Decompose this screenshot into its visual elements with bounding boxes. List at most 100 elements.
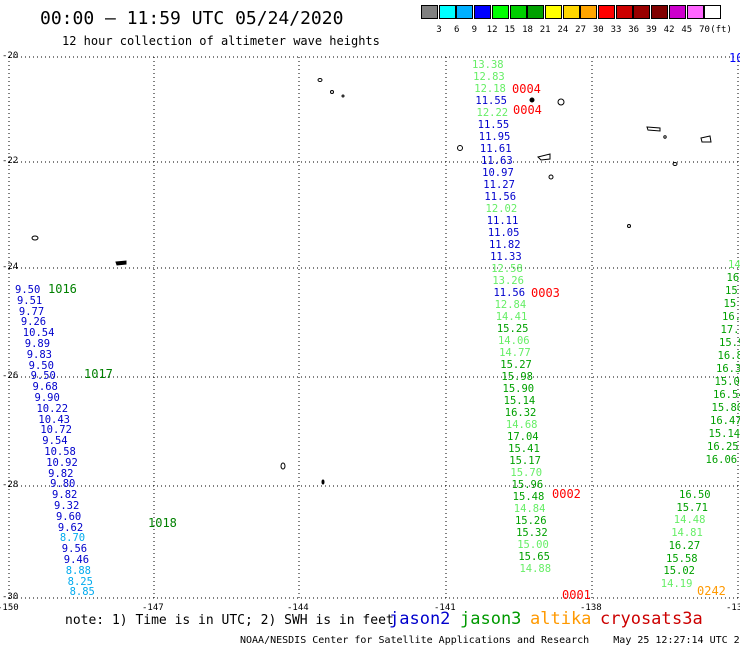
map-grid bbox=[8, 56, 740, 599]
wave-height-value: 11.27 bbox=[483, 179, 515, 191]
wave-height-value: 10.97 bbox=[482, 167, 514, 179]
wave-height-value: 9.83 bbox=[26, 348, 52, 361]
wave-height-value: 10.72 bbox=[40, 424, 72, 437]
island bbox=[646, 126, 661, 132]
wave-height-value: 16.86 bbox=[717, 350, 740, 362]
legend-swatch bbox=[686, 5, 704, 19]
wave-height-value: 15.90 bbox=[502, 383, 535, 395]
wave-height-value: 12.58 bbox=[491, 263, 523, 275]
legend-label: 45 bbox=[681, 25, 693, 35]
satellite-cryosat: cryosat bbox=[600, 609, 672, 629]
wave-height-value: 16.25 bbox=[707, 441, 739, 453]
time-tag: 1016 bbox=[48, 282, 77, 296]
wave-height-value: 16.32 bbox=[504, 407, 537, 419]
legend-label: 15 bbox=[504, 25, 516, 35]
wave-height-value: 9.82 bbox=[48, 467, 74, 480]
legend-swatch bbox=[509, 5, 527, 19]
lat-label: -30 bbox=[2, 592, 19, 602]
wave-height-value: 11.55 bbox=[475, 95, 507, 107]
lat-label: -26 bbox=[2, 371, 19, 381]
wave-height-value: 14.68 bbox=[505, 419, 538, 431]
wave-height-value: 14.81 bbox=[671, 527, 703, 540]
wave-height-value: 10.43 bbox=[38, 413, 70, 426]
island bbox=[548, 174, 554, 180]
legend-label: 12 bbox=[486, 25, 498, 35]
legend-swatch bbox=[474, 5, 492, 19]
island bbox=[663, 135, 667, 139]
footer-credit: NOAA/NESDIS Center for Satellite Applica… bbox=[240, 635, 740, 646]
wave-height-value: 9.51 bbox=[16, 294, 43, 307]
satellite-jason3: jason3 bbox=[460, 609, 522, 629]
wave-height-value: 11.56 bbox=[493, 287, 526, 299]
wave-height-value: 15.70 bbox=[510, 467, 543, 479]
satellite-s3a: s3a bbox=[672, 609, 703, 629]
wave-height-value: 9.89 bbox=[24, 338, 51, 350]
wave-height-value: 15.58 bbox=[666, 552, 698, 565]
islands bbox=[31, 78, 712, 485]
island bbox=[700, 135, 712, 143]
wave-height-value: 15.65 bbox=[518, 551, 550, 563]
wave-height-value: 15.27 bbox=[500, 359, 532, 371]
wave-height-value: 8.85 bbox=[69, 586, 95, 599]
wave-height-value: 15.96 bbox=[511, 479, 544, 491]
wave-height-value: 11.95 bbox=[478, 131, 511, 143]
wave-height-value: 9.26 bbox=[20, 316, 47, 329]
island bbox=[321, 479, 325, 485]
wave-height-value: 15.17 bbox=[509, 455, 541, 467]
wave-height-value: 9.32 bbox=[54, 500, 80, 512]
wave-height-value: 12.02 bbox=[485, 203, 518, 215]
wave-height-value: 12.83 bbox=[473, 71, 505, 83]
wave-height-value: 10.92 bbox=[46, 456, 78, 469]
legend-swatch bbox=[704, 5, 722, 19]
page-title: 00:00 – 11:59 UTC 05/24/2020 bbox=[40, 8, 344, 29]
legend-swatch bbox=[668, 5, 686, 19]
legend-swatch bbox=[456, 5, 474, 19]
time-tag: 0004 bbox=[513, 103, 542, 117]
legend-label: 70 bbox=[699, 25, 710, 35]
lon-label: -150 bbox=[0, 603, 19, 613]
wave-height-value: 15.25 bbox=[496, 323, 529, 335]
wave-height-value: 9.50 bbox=[15, 284, 41, 296]
legend-swatch bbox=[615, 5, 633, 19]
island bbox=[317, 78, 323, 82]
wave-height-value: 16.50 bbox=[679, 489, 711, 501]
wave-height-value: 9.60 bbox=[55, 510, 82, 523]
wave-height-value: 14.77 bbox=[499, 347, 531, 359]
legend-label: 27 bbox=[575, 25, 587, 35]
wave-height-value: 14.06 bbox=[497, 335, 530, 347]
time-tag: 0003 bbox=[531, 286, 560, 300]
island bbox=[537, 153, 551, 161]
wave-height-value: 15.98 bbox=[501, 371, 533, 383]
wave-height-value: 15.26 bbox=[514, 515, 547, 527]
wave-height-value: 9.54 bbox=[42, 435, 68, 448]
wave-height-value: 11.55 bbox=[477, 119, 510, 131]
wave-height-value: 15 bbox=[725, 285, 738, 297]
page-subtitle: 12 hour collection of altimeter wave hei… bbox=[62, 34, 380, 48]
satellite-jason2: jason2 bbox=[389, 609, 451, 629]
time-tag: 1018 bbox=[148, 516, 177, 530]
wave-height-value: 9.77 bbox=[18, 305, 45, 318]
wave-height-value: 9.62 bbox=[57, 521, 84, 534]
lon-label: -13 bbox=[726, 603, 740, 613]
wave-height-value: 15.71 bbox=[676, 501, 708, 514]
time-tag: 0002 bbox=[552, 487, 581, 501]
wave-height-value: 9.46 bbox=[63, 554, 90, 566]
island bbox=[672, 162, 678, 166]
legend-label: 9 bbox=[471, 25, 478, 35]
wave-height-value: 16.54 bbox=[713, 389, 740, 401]
legend-label: 30 bbox=[592, 25, 604, 35]
wave-height-value: 14.41 bbox=[495, 311, 528, 323]
wave-height-value: 8.88 bbox=[65, 564, 91, 577]
time-tag: 0001 bbox=[562, 588, 591, 602]
wave-height-value: 9.50 bbox=[30, 370, 56, 383]
wave-height-value: 9.56 bbox=[61, 543, 88, 556]
legend-label: 3 bbox=[436, 25, 442, 35]
legend-swatch bbox=[527, 5, 545, 19]
wave-height-value: 14.84 bbox=[513, 503, 546, 515]
wave-height-value: 13.26 bbox=[492, 275, 524, 287]
wave-height-value: 9.50 bbox=[28, 359, 54, 372]
wave-height-value: 15.93 bbox=[719, 337, 740, 349]
time-tag: 0004 bbox=[512, 82, 541, 96]
legend-swatch bbox=[421, 5, 438, 19]
lat-label: -28 bbox=[2, 480, 19, 490]
